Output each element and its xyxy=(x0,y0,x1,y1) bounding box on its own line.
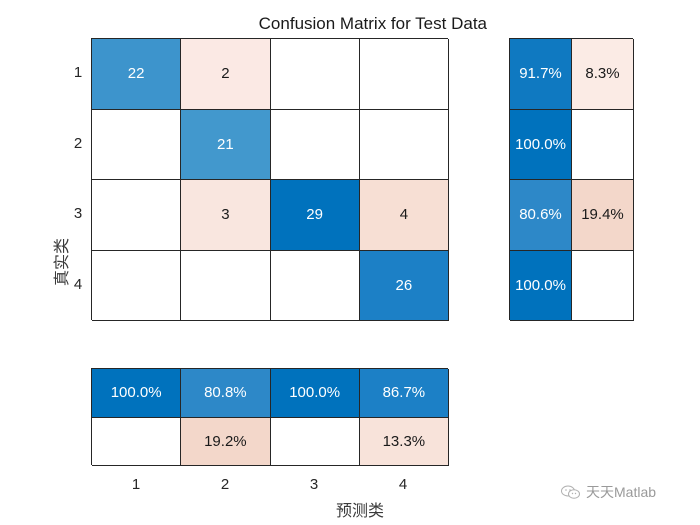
y-axis-label: 真实类 xyxy=(54,237,72,287)
matrix-cell: 26 xyxy=(359,250,449,321)
matrix-cell xyxy=(92,250,182,321)
x-tick-1: 1 xyxy=(131,476,141,493)
x-tick-2: 2 xyxy=(220,476,230,493)
matrix-cell xyxy=(270,109,360,180)
chart-title: Confusion Matrix for Test Data xyxy=(258,14,487,33)
watermark-text: 天天Matlab xyxy=(586,484,657,500)
matrix-cell: 2 xyxy=(181,39,271,110)
column-summary-cell: 13.3% xyxy=(359,417,449,466)
watermark: 天天Matlab xyxy=(560,482,656,502)
y-tick-1: 1 xyxy=(73,64,83,81)
matrix-cell xyxy=(359,39,449,110)
row-summary-cell: 100.0% xyxy=(510,250,572,321)
matrix-cell: 29 xyxy=(270,180,360,251)
column-summary-cell: 86.7% xyxy=(359,369,449,418)
row-summary-cell xyxy=(572,109,634,180)
matrix-cell xyxy=(181,250,271,321)
y-tick-4: 4 xyxy=(73,276,83,293)
matrix-cell xyxy=(92,180,182,251)
matrix-cell xyxy=(92,109,182,180)
confusion-matrix: 22 2 21 3 29 4 26 xyxy=(91,38,449,321)
column-summary-cell xyxy=(270,417,360,466)
column-summary-cell xyxy=(92,417,182,466)
matrix-cell xyxy=(270,39,360,110)
row-summary-cell: 91.7% xyxy=(510,39,572,110)
x-axis-label: 预测类 xyxy=(336,503,385,520)
row-summary-cell: 80.6% xyxy=(510,180,572,251)
column-summary-cell: 100.0% xyxy=(270,369,360,418)
x-tick-3: 3 xyxy=(309,476,319,493)
matrix-cell: 4 xyxy=(359,180,449,251)
row-summary: 91.7% 8.3% 100.0% 80.6% 19.4% 100.0% xyxy=(509,38,634,321)
wechat-icon xyxy=(561,485,580,499)
row-summary-cell: 100.0% xyxy=(510,109,572,180)
matrix-cell: 3 xyxy=(181,180,271,251)
row-summary-cell xyxy=(572,250,634,321)
x-tick-4: 4 xyxy=(398,476,408,493)
column-summary: 100.0% 80.8% 100.0% 86.7% 19.2% 13.3% xyxy=(91,368,449,466)
matrix-cell: 22 xyxy=(92,39,182,110)
column-summary-cell: 80.8% xyxy=(181,369,271,418)
y-tick-2: 2 xyxy=(73,135,83,152)
matrix-cell xyxy=(359,109,449,180)
row-summary-cell: 19.4% xyxy=(572,180,634,251)
matrix-cell xyxy=(270,250,360,321)
row-summary-cell: 8.3% xyxy=(572,39,634,110)
matrix-cell: 21 xyxy=(181,109,271,180)
column-summary-cell: 19.2% xyxy=(181,417,271,466)
y-tick-3: 3 xyxy=(73,205,83,222)
column-summary-cell: 100.0% xyxy=(92,369,182,418)
